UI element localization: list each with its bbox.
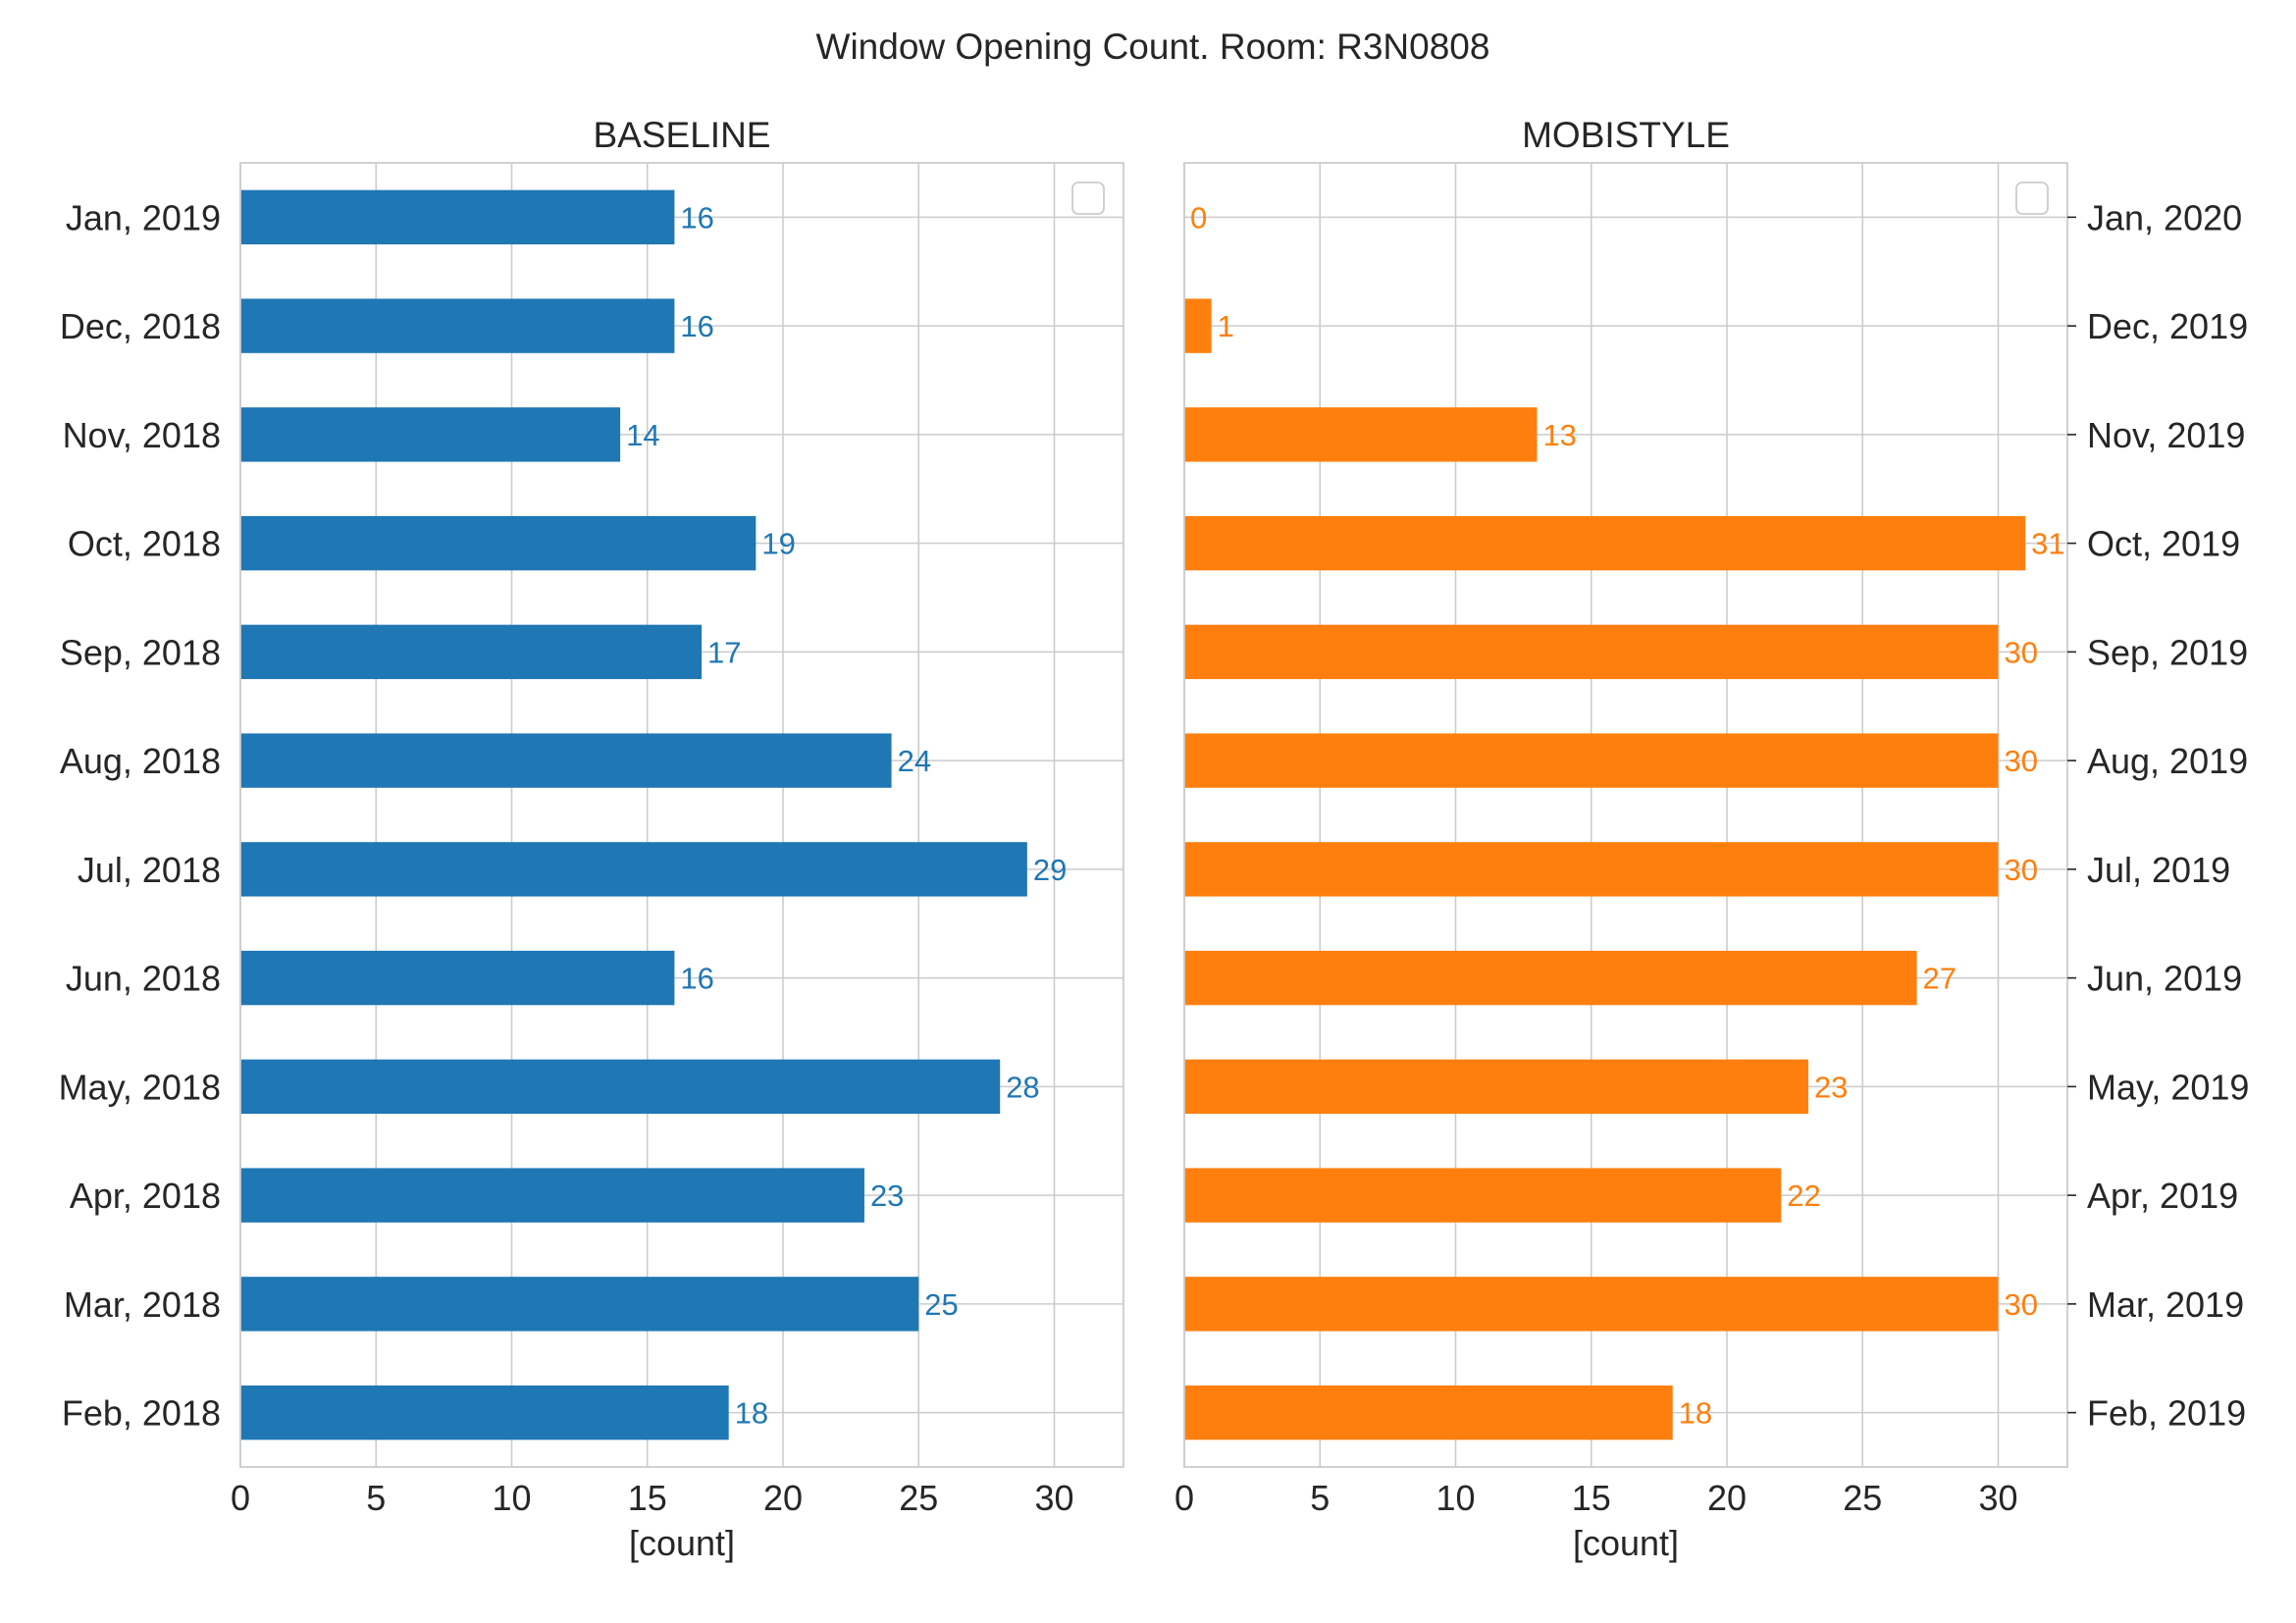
bar [240,1059,1001,1115]
y-tick-label: Feb, 2019 [2087,1393,2246,1434]
x-tick-label: 30 [1978,1478,2017,1518]
x-axis-label: [count] [1573,1523,1679,1563]
y-tick-label: Mar, 2018 [64,1284,221,1325]
x-tick-label: 25 [899,1478,938,1518]
y-tick-label: Apr, 2018 [70,1176,221,1216]
panel-mobistyle: 0 1 13 31 30 30 30 27 23 22 30 18 Jan, 2020 Dec, 2019… [1174,115,2249,1563]
data-label: 18 [1679,1396,1712,1431]
plot-frame [239,162,1124,1468]
bar [1184,407,1538,462]
data-label: 16 [680,962,713,996]
y-tick-label: May, 2019 [2087,1067,2249,1107]
data-label: 28 [1006,1070,1039,1104]
y-tick-label: Jun, 2018 [66,959,221,999]
data-label: 14 [626,418,659,452]
data-label: 19 [761,527,795,561]
x-tick-label: 5 [366,1478,386,1518]
data-label: 27 [1923,962,1957,996]
bar [1184,950,1917,1006]
x-tick-label: 30 [1034,1478,1073,1518]
panel-baseline: 16 16 14 19 17 24 29 16 28 23 25 18 Jan, 2019 Dec, 20… [59,115,1124,1563]
data-label: 18 [735,1396,768,1431]
x-tick-label: 10 [1435,1478,1475,1518]
data-label: 16 [680,200,713,235]
bar [240,1385,729,1440]
x-tick-label: 15 [628,1478,667,1518]
data-label: 30 [2004,635,2037,669]
x-tick-label: 25 [1843,1478,1882,1518]
data-label: 17 [707,635,741,669]
legend-box [2015,182,2049,215]
data-label: 30 [2004,853,2037,887]
y-tick-label: Oct, 2019 [2087,524,2240,564]
x-axis-label: [count] [629,1523,735,1563]
chart-title: Window Opening Count. Room: R3N0808 [816,26,1490,67]
plot-area [1184,163,2067,1467]
plot-area [240,163,1123,1467]
plot-frame [1183,162,2068,1468]
legend-box [1071,182,1105,215]
bar [240,189,675,245]
y-tick-label: Jul, 2018 [78,850,221,890]
bar [240,407,621,462]
data-label: 31 [2031,527,2064,561]
bar [1184,624,1999,680]
bar [1184,515,2026,571]
y-tick-label: Mar, 2019 [2087,1284,2244,1325]
x-tick-label: 0 [1174,1478,1194,1518]
y-tick-label: Nov, 2019 [2087,415,2245,455]
data-label: 13 [1542,418,1576,452]
y-tick-label: Jul, 2019 [2087,850,2230,890]
bar [240,1168,864,1223]
y-tick-label: May, 2018 [59,1067,221,1107]
bar [240,624,703,680]
x-tick-label: 15 [1572,1478,1611,1518]
x-tick-label: 10 [492,1478,531,1518]
bar [240,842,1027,897]
data-label: 0 [1190,200,1207,235]
data-label: 30 [2004,744,2037,778]
panel-title: BASELINE [594,115,771,155]
bar [240,298,675,353]
y-tick-label: Oct, 2018 [68,524,221,564]
bar [240,950,675,1006]
data-label: 22 [1787,1178,1820,1213]
y-tick-label: Jan, 2020 [2087,197,2242,237]
x-tick-label: 5 [1310,1478,1330,1518]
bar [240,733,892,788]
data-label: 16 [680,309,713,343]
bar [1184,1385,1673,1440]
y-tick-label: Dec, 2018 [60,306,221,346]
bar [1184,1168,1782,1223]
panel-title: MOBISTYLE [1522,115,1730,155]
y-tick-label: Nov, 2018 [63,415,221,455]
y-tick-label: Sep, 2019 [2087,632,2248,672]
y-tick-label: Dec, 2019 [2087,306,2248,346]
y-tick-label: Sep, 2018 [60,632,221,672]
bar [1184,842,1999,897]
x-tick-label: 20 [1707,1478,1747,1518]
bar [240,515,757,571]
data-label: 23 [1814,1070,1848,1104]
y-tick-label: Apr, 2019 [2087,1176,2238,1216]
bar [1184,298,1212,353]
y-tick-label: Aug, 2018 [60,741,221,781]
data-label: 25 [924,1287,958,1322]
bar [1184,733,1999,788]
x-tick-label: 20 [763,1478,803,1518]
y-tick-label: Aug, 2019 [2087,741,2248,781]
data-label: 29 [1033,853,1067,887]
y-tick-label: Feb, 2018 [62,1393,221,1434]
data-label: 1 [1218,309,1234,343]
bar [1184,1277,1999,1332]
bar [1184,1059,1808,1115]
data-label: 23 [870,1178,904,1213]
data-label: 24 [898,744,931,778]
data-label: 30 [2004,1287,2037,1322]
y-tick-label: Jan, 2019 [66,197,221,237]
x-tick-label: 0 [231,1478,250,1518]
bar [240,1277,919,1332]
y-tick-label: Jun, 2019 [2087,959,2242,999]
